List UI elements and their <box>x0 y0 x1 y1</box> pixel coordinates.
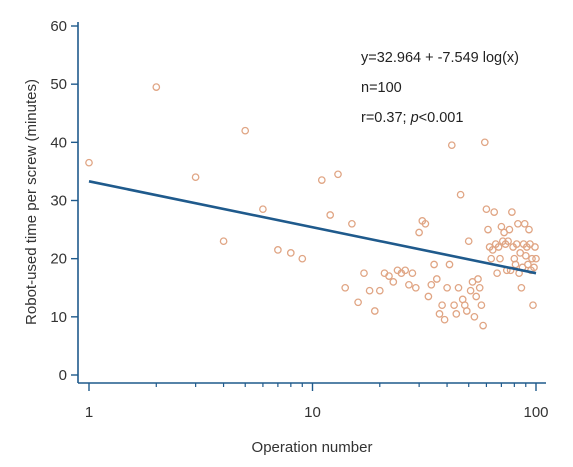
data-point <box>298 254 307 263</box>
y-tick-label: 10 <box>50 309 67 326</box>
data-point <box>326 211 335 219</box>
data-point <box>435 310 444 318</box>
data-point <box>421 219 430 228</box>
data-point <box>508 208 516 216</box>
x-tick-label: 1 <box>85 404 93 421</box>
data-point <box>530 263 538 272</box>
data-point <box>375 286 384 295</box>
data-point <box>464 237 473 246</box>
data-point <box>528 254 536 263</box>
data-point <box>408 269 417 278</box>
data-point <box>152 83 161 91</box>
data-point <box>191 173 200 182</box>
data-point <box>454 283 463 292</box>
data-point <box>480 138 489 147</box>
p-threshold: <0.001 <box>419 110 464 126</box>
data-point <box>241 126 250 135</box>
data-point <box>487 254 496 263</box>
correlation-prefix: r=0.37; <box>361 110 411 126</box>
data-point <box>274 246 282 254</box>
data-point <box>477 301 486 310</box>
y-tick-label: 40 <box>50 134 67 151</box>
data-point <box>462 307 471 315</box>
data-point <box>447 141 456 150</box>
regression-equation: y=32.964 + -7.549 log(x) <box>361 50 519 66</box>
y-tick-label: 0 <box>59 367 67 384</box>
data-point <box>450 301 458 310</box>
x-tick-label: 10 <box>304 404 321 421</box>
data-point <box>401 266 410 275</box>
data-point <box>452 310 461 318</box>
data-point <box>415 228 423 237</box>
data-point <box>474 275 482 283</box>
data-point <box>430 260 438 269</box>
data-point <box>385 272 393 280</box>
data-point <box>504 237 512 246</box>
data-point <box>370 307 379 315</box>
data-point <box>389 278 398 286</box>
data-point <box>317 176 326 184</box>
data-point <box>524 260 532 269</box>
data-point <box>484 225 492 234</box>
y-axis-title: Robot-used time per screw (minutes) <box>23 79 40 325</box>
sample-size: n=100 <box>361 80 402 96</box>
data-point <box>219 237 228 246</box>
data-point <box>466 286 475 295</box>
data-point <box>411 283 420 292</box>
data-point <box>475 283 484 292</box>
data-point <box>472 292 481 301</box>
y-tick-label: 20 <box>50 251 67 268</box>
data-point <box>505 225 514 234</box>
data-point <box>479 321 487 330</box>
data-point <box>531 243 539 251</box>
data-point <box>445 260 454 269</box>
data-point <box>432 275 441 283</box>
data-point <box>405 280 413 289</box>
data-point <box>259 205 267 214</box>
data-point <box>517 283 526 292</box>
data-point <box>521 251 530 260</box>
data-point <box>496 254 504 263</box>
data-point <box>427 280 436 289</box>
p-symbol: p <box>410 110 419 126</box>
data-point <box>520 219 529 228</box>
data-point <box>490 208 499 216</box>
y-tick-label: 50 <box>50 76 67 93</box>
data-point <box>494 243 503 251</box>
y-axis-ticks: 0 10 20 30 40 50 60 <box>50 18 78 384</box>
y-tick-label: 30 <box>50 193 67 210</box>
data-point <box>341 283 350 292</box>
data-point <box>532 254 540 263</box>
data-point <box>438 301 446 310</box>
data-point <box>529 301 537 310</box>
data-point <box>365 286 374 295</box>
data-point <box>443 283 451 292</box>
data-point <box>514 219 522 228</box>
x-tick-label: 100 <box>523 404 548 421</box>
y-tick-label: 60 <box>50 18 67 35</box>
axes: 0 10 20 30 40 50 60 1 10 100 <box>50 18 548 421</box>
data-point <box>493 269 501 278</box>
stats-annotation: y=32.964 + -7.549 log(x) n=100 r=0.37; p… <box>361 50 519 126</box>
data-point <box>456 190 465 199</box>
data-point <box>334 170 342 179</box>
data-points <box>85 83 540 330</box>
regression-line <box>88 180 537 275</box>
data-point <box>360 269 368 278</box>
correlation-stat: r=0.37; p<0.001 <box>361 110 463 126</box>
data-point <box>488 246 497 254</box>
data-point <box>286 249 295 257</box>
data-point <box>354 298 362 307</box>
data-point <box>470 312 479 321</box>
data-point <box>85 158 93 167</box>
x-axis-title: Operation number <box>252 439 373 456</box>
data-point <box>525 225 533 234</box>
data-point <box>482 205 491 214</box>
data-point <box>424 292 433 301</box>
x-axis-ticks: 1 10 100 <box>85 383 549 421</box>
data-point <box>440 315 449 324</box>
data-point <box>348 219 356 228</box>
